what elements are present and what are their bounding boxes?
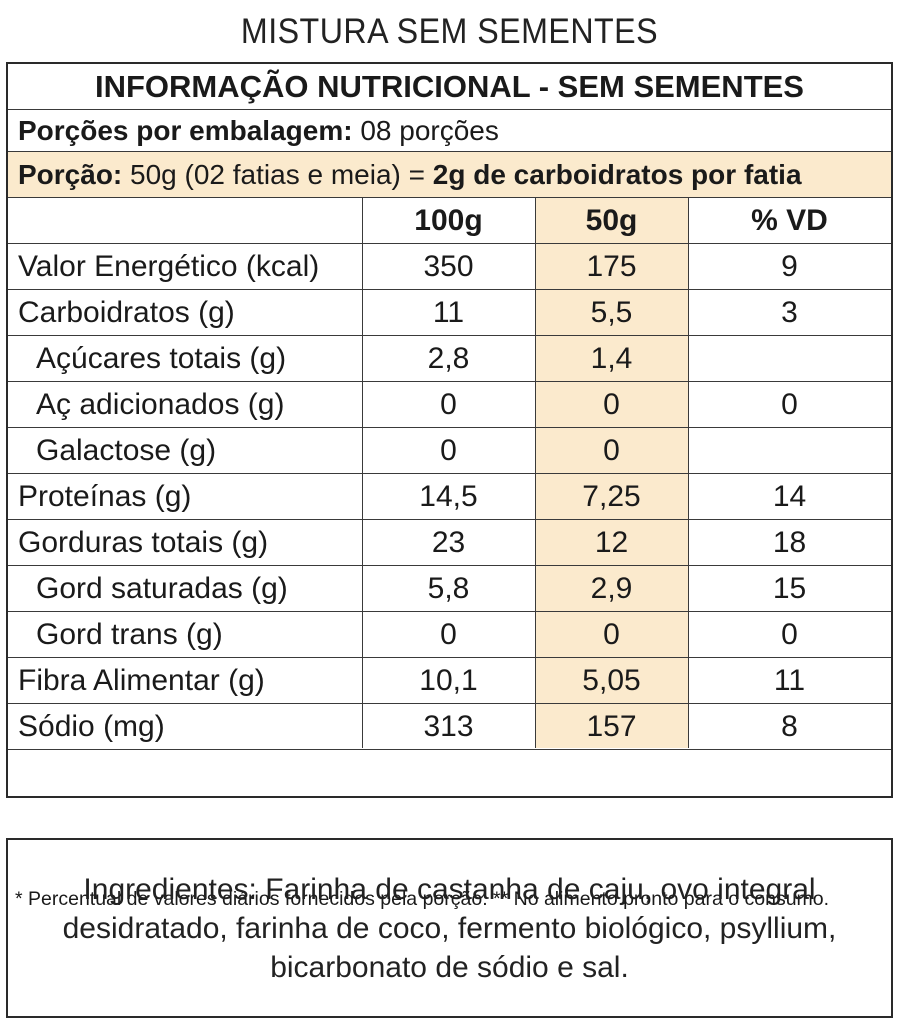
value-50g: 12 — [594, 526, 629, 559]
value-100g: 14,5 — [419, 480, 478, 513]
nutrient-label: Gorduras totais (g) — [18, 526, 269, 559]
nutrient-label: Carboidratos (g) — [18, 296, 235, 329]
table-row: Açúcares totais (g) 2,8 1,4 — [8, 336, 891, 382]
page-title: MISTURA SEM SEMENTES — [240, 12, 659, 51]
nutrition-table: INFORMAÇÃO NUTRICIONAL - SEM SEMENTES Po… — [6, 62, 893, 910]
value-vd: 3 — [781, 296, 798, 329]
table-row: Gord trans (g) 0 0 0 — [8, 612, 891, 658]
nutrient-label: Gord trans (g) — [36, 618, 223, 651]
nutrient-label: Açúcares totais (g) — [36, 342, 287, 375]
value-100g: 11 — [432, 296, 465, 329]
table-row: Sódio (mg) 313 157 8 — [8, 704, 891, 750]
value-50g: 175 — [586, 250, 637, 283]
table-row: Aç adicionados (g) 0 0 0 — [8, 382, 891, 428]
value-100g: 2,8 — [427, 342, 470, 375]
footnote: * Percentual de valores diários fornecid… — [15, 888, 830, 910]
value-100g: 5,8 — [427, 572, 470, 605]
value-50g: 0 — [603, 434, 620, 467]
servings-per-package: Porções por embalagem: 08 porções — [8, 110, 891, 152]
servings-label: Porções por embalagem: — [18, 115, 353, 146]
value-vd: 0 — [781, 388, 798, 421]
table-header-row: 100g 50g % VD — [8, 198, 891, 244]
serving-label: Porção: — [18, 159, 123, 190]
nutrient-label: Aç adicionados (g) — [36, 388, 285, 421]
value-50g: 0 — [603, 618, 620, 651]
value-vd — [688, 336, 891, 381]
value-100g: 313 — [423, 710, 474, 743]
ingredients-box: Ingredientes: Farinha de castanha de caj… — [6, 838, 893, 1018]
table-row: Proteínas (g) 14,5 7,25 14 — [8, 474, 891, 520]
nutrient-label: Valor Energético (kcal) — [18, 250, 320, 283]
ingredients-text: Ingredientes: Farinha de castanha de caj… — [62, 872, 837, 984]
value-vd: 11 — [773, 664, 806, 697]
header-50g: 50g — [585, 204, 638, 237]
table-row: Valor Energético (kcal) 350 175 9 — [8, 244, 891, 290]
value-50g: 7,25 — [582, 480, 641, 513]
value-100g: 23 — [431, 526, 466, 559]
nutrition-banner: INFORMAÇÃO NUTRICIONAL - SEM SEMENTES — [8, 64, 891, 110]
nutrient-label: Fibra Alimentar (g) — [18, 664, 265, 697]
value-vd — [688, 428, 891, 473]
table-row: Fibra Alimentar (g) 10,1 5,05 11 — [8, 658, 891, 704]
value-vd: 0 — [781, 618, 798, 651]
servings-value: 08 porções — [360, 115, 499, 146]
value-50g: 1,4 — [590, 342, 633, 375]
value-100g: 0 — [440, 618, 457, 651]
nutrient-label: Gord saturadas (g) — [36, 572, 288, 605]
header-100g: 100g — [414, 204, 483, 237]
table-row: Gorduras totais (g) 23 12 18 — [8, 520, 891, 566]
value-50g: 2,9 — [590, 572, 633, 605]
serving-size: Porção: 50g (02 fatias e meia) = 2g de c… — [8, 152, 891, 198]
value-50g: 157 — [586, 710, 637, 743]
value-50g: 5,05 — [582, 664, 641, 697]
value-100g: 350 — [423, 250, 474, 283]
nutrient-label: Sódio (mg) — [18, 710, 165, 743]
value-100g: 0 — [440, 434, 457, 467]
header-vd: % VD — [751, 204, 828, 237]
value-vd: 9 — [781, 250, 798, 283]
value-vd: 14 — [772, 480, 807, 513]
value-100g: 0 — [440, 388, 457, 421]
value-50g: 0 — [603, 388, 620, 421]
value-vd: 8 — [781, 710, 798, 743]
table-row: Galactose (g) 0 0 — [8, 428, 891, 474]
nutrient-label: Galactose (g) — [36, 434, 217, 467]
nutrient-label: Proteínas (g) — [18, 480, 192, 513]
table-row: Gord saturadas (g) 5,8 2,9 15 — [8, 566, 891, 612]
table-row: Carboidratos (g) 11 5,5 3 — [8, 290, 891, 336]
value-100g: 10,1 — [419, 664, 478, 697]
value-vd: 18 — [772, 526, 807, 559]
serving-carbs-note: 2g de carboidratos por fatia — [432, 159, 802, 190]
header-label — [8, 198, 362, 243]
serving-value: 50g (02 fatias e meia) = — [130, 159, 433, 190]
value-50g: 5,5 — [590, 296, 633, 329]
value-vd: 15 — [772, 572, 807, 605]
